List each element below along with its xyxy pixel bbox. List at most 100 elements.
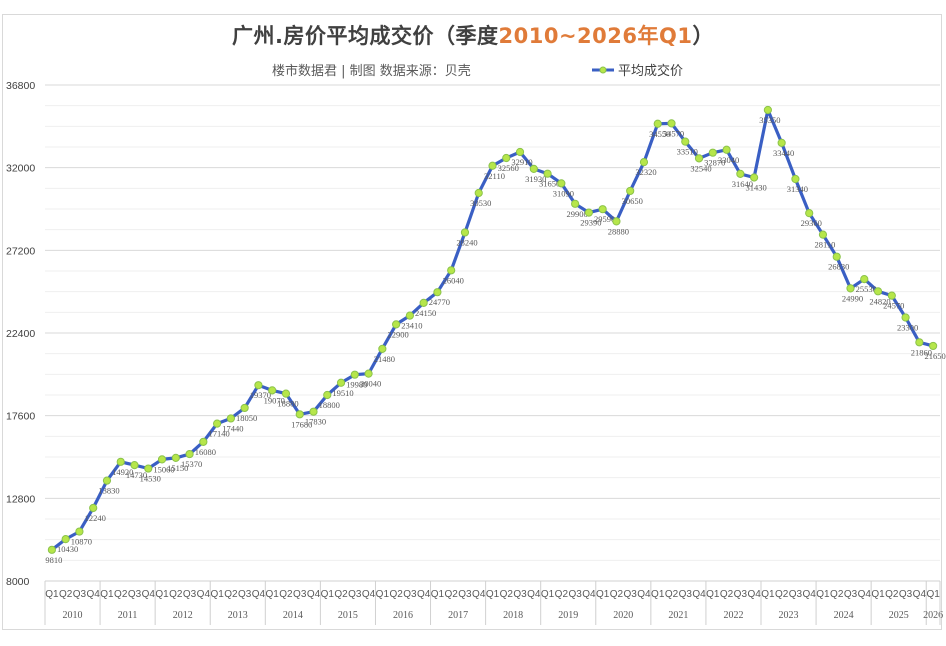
x-tick-quarter: Q3 [238,589,252,600]
data-point-marker [901,313,910,322]
data-label: 31640 [732,179,753,189]
data-point-marker [309,407,318,416]
x-tick-year: 2022 [723,610,743,621]
data-point-marker [832,252,841,261]
x-tick-quarter: Q4 [252,589,266,600]
data-point-marker [47,545,56,554]
x-tick-quarter: Q2 [334,589,348,600]
data-point-marker [116,457,125,466]
y-tick-label: 17600 [6,411,35,423]
x-tick-year: 2020 [613,610,633,621]
x-tick-quarter: Q3 [513,589,527,600]
data-label: 31430 [745,182,766,192]
x-tick-year: 2026 [923,610,943,621]
data-point-marker [474,188,483,198]
x-tick-quarter: Q1 [376,589,390,600]
y-tick-label: 36800 [6,80,35,92]
x-tick-quarter: Q4 [858,589,872,600]
chart-title: 广州.房价平均成交价（季度2010~2026年Q1） [0,20,946,50]
x-tick-quarter: Q3 [679,589,693,600]
data-label: 31090 [553,188,574,198]
data-label: 32870 [704,158,725,168]
data-point-marker [419,298,428,307]
x-tick-quarter: Q1 [155,589,169,600]
x-tick-quarter: Q1 [541,589,555,600]
x-tick-quarter: Q2 [59,589,73,600]
data-label: 12240 [85,513,106,523]
data-point-marker [502,153,511,163]
data-point-marker [818,230,828,239]
chart-legend: 平均成交价 [592,60,683,79]
data-point-marker [171,453,180,462]
x-tick-year: 2019 [558,610,578,621]
data-label: 15150 [167,463,188,473]
data-label: 14920 [112,467,133,477]
data-label: 25530 [856,284,877,294]
y-tick-label: 32000 [6,163,35,175]
x-tick-quarter: Q1 [871,589,885,600]
data-point-marker [750,173,759,182]
x-tick-quarter: Q4 [362,589,376,600]
data-label: 15370 [181,459,202,469]
data-label: 34550 [649,129,670,139]
data-point-marker [653,119,662,128]
data-point-marker [777,138,786,147]
data-point-marker [805,209,814,218]
x-tick-quarter: Q4 [913,589,927,600]
x-tick-quarter: Q2 [830,589,844,600]
x-tick-quarter: Q3 [458,589,472,600]
data-label: 13830 [98,486,119,496]
data-label: 24150 [415,308,436,318]
x-tick-quarter: Q3 [183,589,197,600]
data-point-marker [584,208,593,217]
data-label: 18050 [236,413,257,423]
x-tick-quarter: Q1 [816,589,830,600]
x-tick-quarter: Q3 [624,589,638,600]
data-point-marker [157,455,167,464]
data-label: 31930 [525,174,546,184]
data-point-marker [364,369,373,378]
data-point-marker [488,161,497,170]
x-tick-quarter: Q2 [445,589,459,600]
data-label: 30530 [470,198,491,208]
y-tick-label: 22400 [6,328,35,340]
data-point-marker [240,403,249,413]
x-tick-quarter: Q3 [293,589,307,600]
x-tick-quarter: Q2 [389,589,403,600]
data-point-marker [846,284,855,293]
data-point-marker [102,476,112,485]
data-label: 29590 [594,214,615,224]
x-tick-quarter: Q4 [637,589,651,600]
x-tick-year: 2017 [448,610,468,621]
data-point-marker [447,266,456,275]
x-tick-quarter: Q1 [706,589,720,600]
x-tick-quarter: Q4 [87,589,101,600]
data-point-marker [543,169,552,178]
x-tick-quarter: Q2 [610,589,624,600]
data-point-marker [323,390,332,400]
data-point-marker [557,179,566,188]
x-tick-year: 2023 [779,610,799,621]
data-point-marker [626,186,635,196]
x-tick-quarter: Q2 [500,589,514,600]
x-tick-quarter: Q4 [582,589,596,600]
data-label: 21480 [374,354,395,364]
x-tick-year: 2021 [668,610,688,621]
x-tick-quarter: Q2 [720,589,734,600]
x-tick-quarter: Q2 [224,589,238,600]
data-label: 20040 [360,379,381,389]
data-point-marker [667,119,676,128]
x-tick-quarter: Q1 [651,589,665,600]
x-tick-quarter: Q2 [114,589,128,600]
data-label: 24990 [842,293,863,303]
x-tick-quarter: Q1 [321,589,335,600]
data-label: 33040 [718,155,739,165]
y-tick-label: 27200 [6,245,35,257]
data-label: 29900 [566,209,587,219]
data-point-marker [529,164,538,173]
x-tick-quarter: Q2 [555,589,569,600]
data-label: 31340 [787,184,808,194]
data-label: 17140 [208,429,229,439]
x-tick-year: 2016 [393,610,413,621]
